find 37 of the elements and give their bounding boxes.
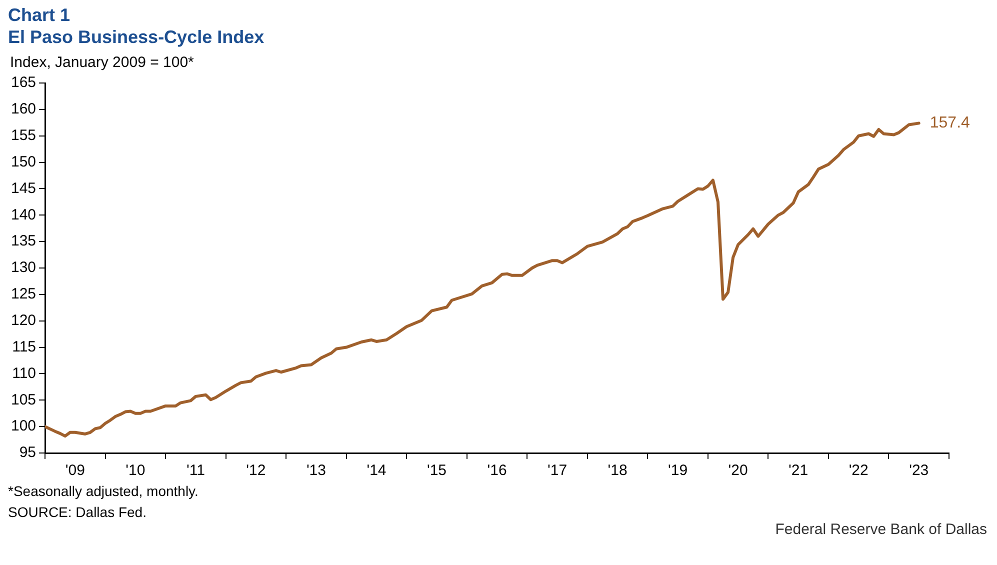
y-tick-label: 155 — [10, 127, 36, 144]
y-tick-label: 150 — [10, 153, 36, 170]
source-note: SOURCE: Dallas Fed. — [8, 504, 146, 520]
x-tick-label: '19 — [668, 462, 688, 480]
text: Federal Reserve Bank of Dallas — [774, 521, 988, 538]
y-tick-label: 160 — [10, 100, 36, 118]
y-tick-label: 145 — [10, 180, 36, 197]
x-tick-label: '10 — [126, 462, 146, 480]
text: *Seasonally adjusted, monthly. — [8, 482, 200, 501]
x-tick-label: '20 — [728, 462, 748, 480]
y-tick-label: 165 — [10, 74, 36, 92]
x-tick-label: '15 — [426, 462, 447, 480]
x-tick-label: '11 — [186, 462, 205, 480]
x-tick-label: '09 — [65, 462, 85, 480]
x-tick-label: '18 — [608, 462, 628, 480]
chart-subtitle: El Paso Business-Cycle Index — [8, 26, 266, 48]
y-tick-label: 130 — [10, 259, 36, 276]
x-tick-label: '21 — [788, 462, 808, 480]
y-tick-label: 105 — [10, 391, 36, 408]
y-tick-label: 120 — [10, 312, 36, 329]
y-tick-label: 135 — [10, 232, 36, 250]
y-tick-label: 110 — [12, 364, 36, 382]
y-axis-title: Index, January 2009 = 100* — [10, 54, 195, 71]
chart-title: Chart 1 — [8, 4, 72, 26]
y-tick-label: 100 — [10, 418, 36, 435]
x-tick-label: '17 — [547, 462, 568, 480]
y-tick-label: 115 — [12, 338, 36, 356]
x-tick-label: '16 — [487, 462, 507, 480]
x-tick-label: '22 — [848, 462, 868, 480]
annotation: 157.4 — [930, 114, 970, 132]
x-tick-label: '23 — [909, 462, 929, 480]
x-tick-label: '13 — [306, 462, 326, 480]
x-tick-label: '12 — [246, 462, 266, 480]
y-tick-label: 140 — [10, 206, 36, 224]
y-tick-label: 95 — [19, 444, 36, 462]
x-tick-label: '14 — [366, 462, 386, 480]
y-tick-label: 125 — [10, 286, 36, 303]
